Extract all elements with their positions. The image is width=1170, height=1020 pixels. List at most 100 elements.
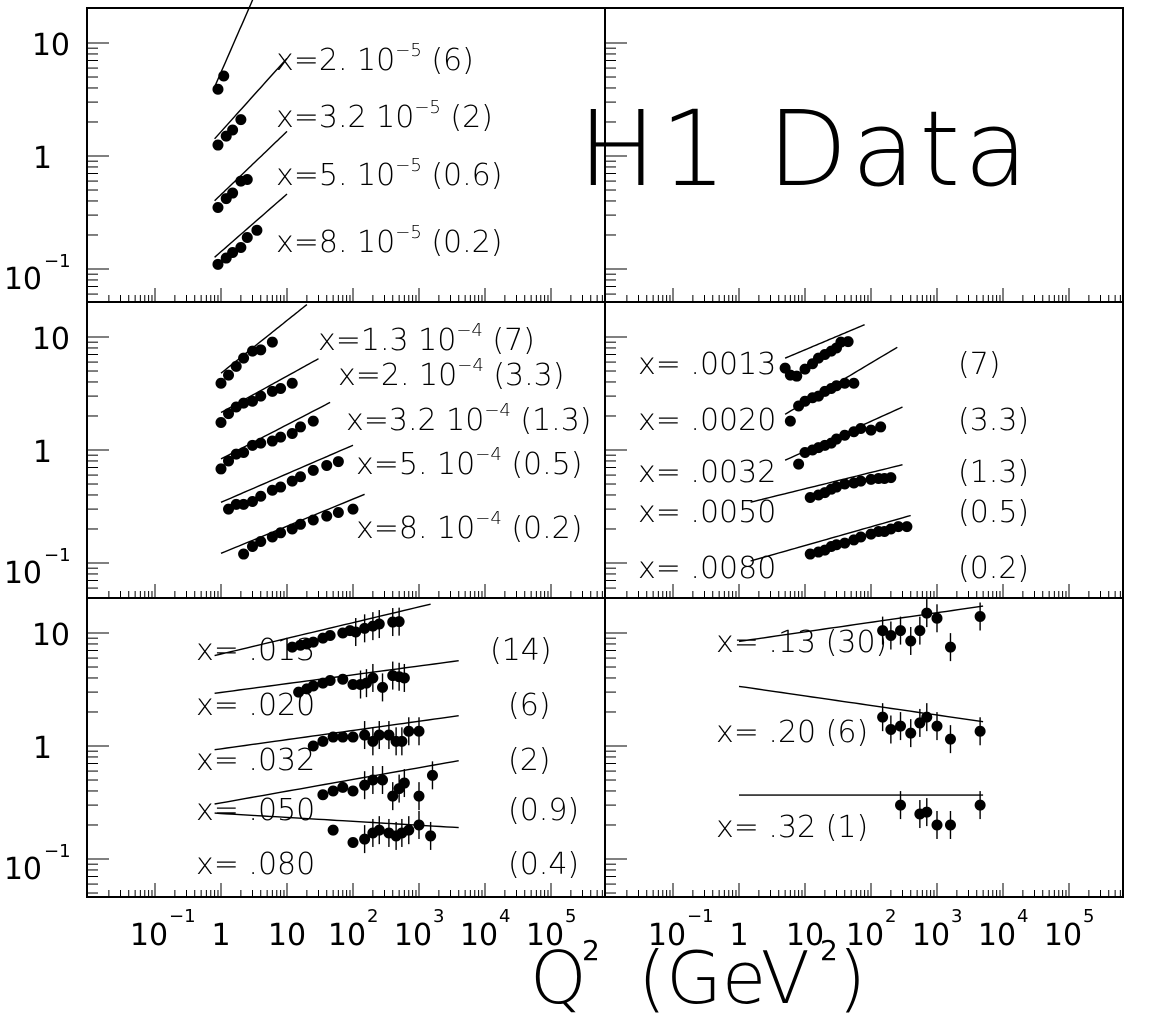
data-point: [286, 377, 298, 389]
series-label: x= .20 (6): [716, 715, 868, 750]
data-point: [895, 625, 907, 637]
data-point: [396, 735, 408, 747]
y-tick-label: 1: [33, 435, 52, 470]
y-tick-label-exponent: −1: [44, 545, 71, 566]
series-label-scale: (1.3): [958, 455, 1029, 490]
data-point: [327, 824, 339, 836]
x-tick-label-exponent: 3: [951, 906, 962, 927]
data-point: [246, 439, 258, 451]
data-point: [332, 506, 344, 518]
fit-curve: [220, 444, 354, 503]
data-point: [251, 224, 263, 236]
data-point: [286, 523, 298, 535]
data-point: [235, 114, 247, 126]
x-tick-label: 10: [912, 918, 950, 953]
series-label-exponent: −5: [395, 155, 422, 176]
data-point: [238, 352, 250, 364]
series: x= .020 (6): [196, 660, 551, 723]
data-point: [293, 686, 305, 698]
data-point: [931, 720, 943, 732]
data-point: [373, 618, 385, 630]
series-label-main: x=3.2 10: [276, 100, 414, 135]
data-point: [804, 548, 816, 560]
series: x= .20 (6): [716, 685, 986, 754]
series-label-scale: (7): [958, 347, 1001, 382]
data-point: [317, 735, 329, 747]
data-point: [855, 475, 867, 487]
data-point: [373, 824, 385, 836]
series: x= .13 (30): [716, 599, 986, 662]
series-label-main: x= .013: [196, 633, 315, 668]
series-label: x= .0020: [638, 403, 776, 438]
series-label-scale: (2): [441, 100, 493, 135]
x-tick-label: 10: [648, 918, 686, 953]
data-point: [784, 415, 796, 427]
axis-ticks: [87, 42, 1121, 897]
data-point: [230, 360, 242, 372]
fit-curve: [213, 0, 254, 88]
y-tick-label: 10: [4, 262, 42, 297]
series-label-scale: (0.5): [958, 495, 1029, 530]
data-point: [839, 377, 851, 389]
series: x= .0032 (1.3): [638, 406, 1029, 490]
data-point: [865, 424, 877, 436]
panel-bottom-left: x= .013 (14) x= .020 (6) x= .032 (2) x= .050 (0…: [196, 603, 579, 882]
x-tick-label: 1: [729, 918, 748, 953]
series-label: x= .020: [196, 688, 315, 723]
series-label: x=1.3 10−4 (7): [318, 320, 535, 358]
x-tick-label-exponent: 2: [885, 906, 896, 927]
series: x= .0013 (7): [638, 324, 1001, 382]
data-point: [885, 723, 897, 735]
data-point: [877, 625, 889, 637]
panel-frames: [86, 7, 1124, 898]
data-point: [855, 531, 867, 543]
series-label-main: x=5. 10: [356, 447, 475, 482]
data-point: [425, 830, 437, 842]
series-label-main: x= .0013: [638, 347, 776, 382]
x-tick-label: 10: [978, 918, 1016, 953]
series-label-scale: (3.3): [484, 358, 565, 393]
data-point: [914, 625, 926, 637]
series-label: x=8. 10−5 (0.2): [276, 222, 502, 260]
x-tick-label: 10: [268, 918, 306, 953]
data-point: [246, 345, 258, 357]
data-point: [895, 720, 907, 732]
fit-curve: [214, 130, 288, 202]
series-label-main: x= .050: [196, 793, 315, 828]
series-label: x=3.2 10−5 (2): [276, 97, 493, 135]
data-point: [327, 785, 339, 797]
data-point: [347, 836, 359, 848]
x-tick-label: 10: [846, 918, 884, 953]
data-point: [387, 790, 399, 802]
series-label: x=2. 10−5 (6): [276, 40, 474, 78]
data-point: [359, 833, 371, 845]
x-tick-label: 10: [394, 918, 432, 953]
series-label-main: x= .32 (1): [716, 810, 868, 845]
fit-curve: [214, 715, 459, 751]
data-point: [324, 630, 336, 642]
data-point: [426, 769, 438, 781]
series-label-main: x= .0020: [638, 403, 776, 438]
data-point: [367, 774, 379, 786]
data-point: [974, 799, 986, 811]
data-point: [275, 431, 287, 443]
series-label: x= .050: [196, 793, 315, 828]
series: x= .0080 (0.2): [638, 514, 1029, 586]
figure-title: H1 Data: [578, 88, 1032, 210]
data-point: [246, 540, 258, 552]
series-label-main: x= .13 (30): [716, 625, 887, 660]
panel-top-left: x=2. 10−5 (6)x=3.2 10−5 (2)x=5. 10−5 (0.…: [212, 0, 502, 270]
series-label-scale: (6): [508, 688, 551, 723]
data-point: [227, 246, 239, 258]
data-point: [223, 455, 235, 467]
series-label-scale: (7): [483, 323, 535, 358]
data-point: [347, 679, 359, 691]
series-label-main: x=8. 10: [276, 225, 395, 260]
data-point: [875, 421, 887, 433]
y-tick-label: 10: [4, 556, 42, 591]
series-label-main: x= .0080: [638, 551, 776, 586]
data-point: [359, 729, 371, 741]
data-point: [347, 503, 359, 515]
series-label-main: x=5. 10: [276, 158, 395, 193]
series-label: x= .13 (30): [716, 625, 887, 660]
